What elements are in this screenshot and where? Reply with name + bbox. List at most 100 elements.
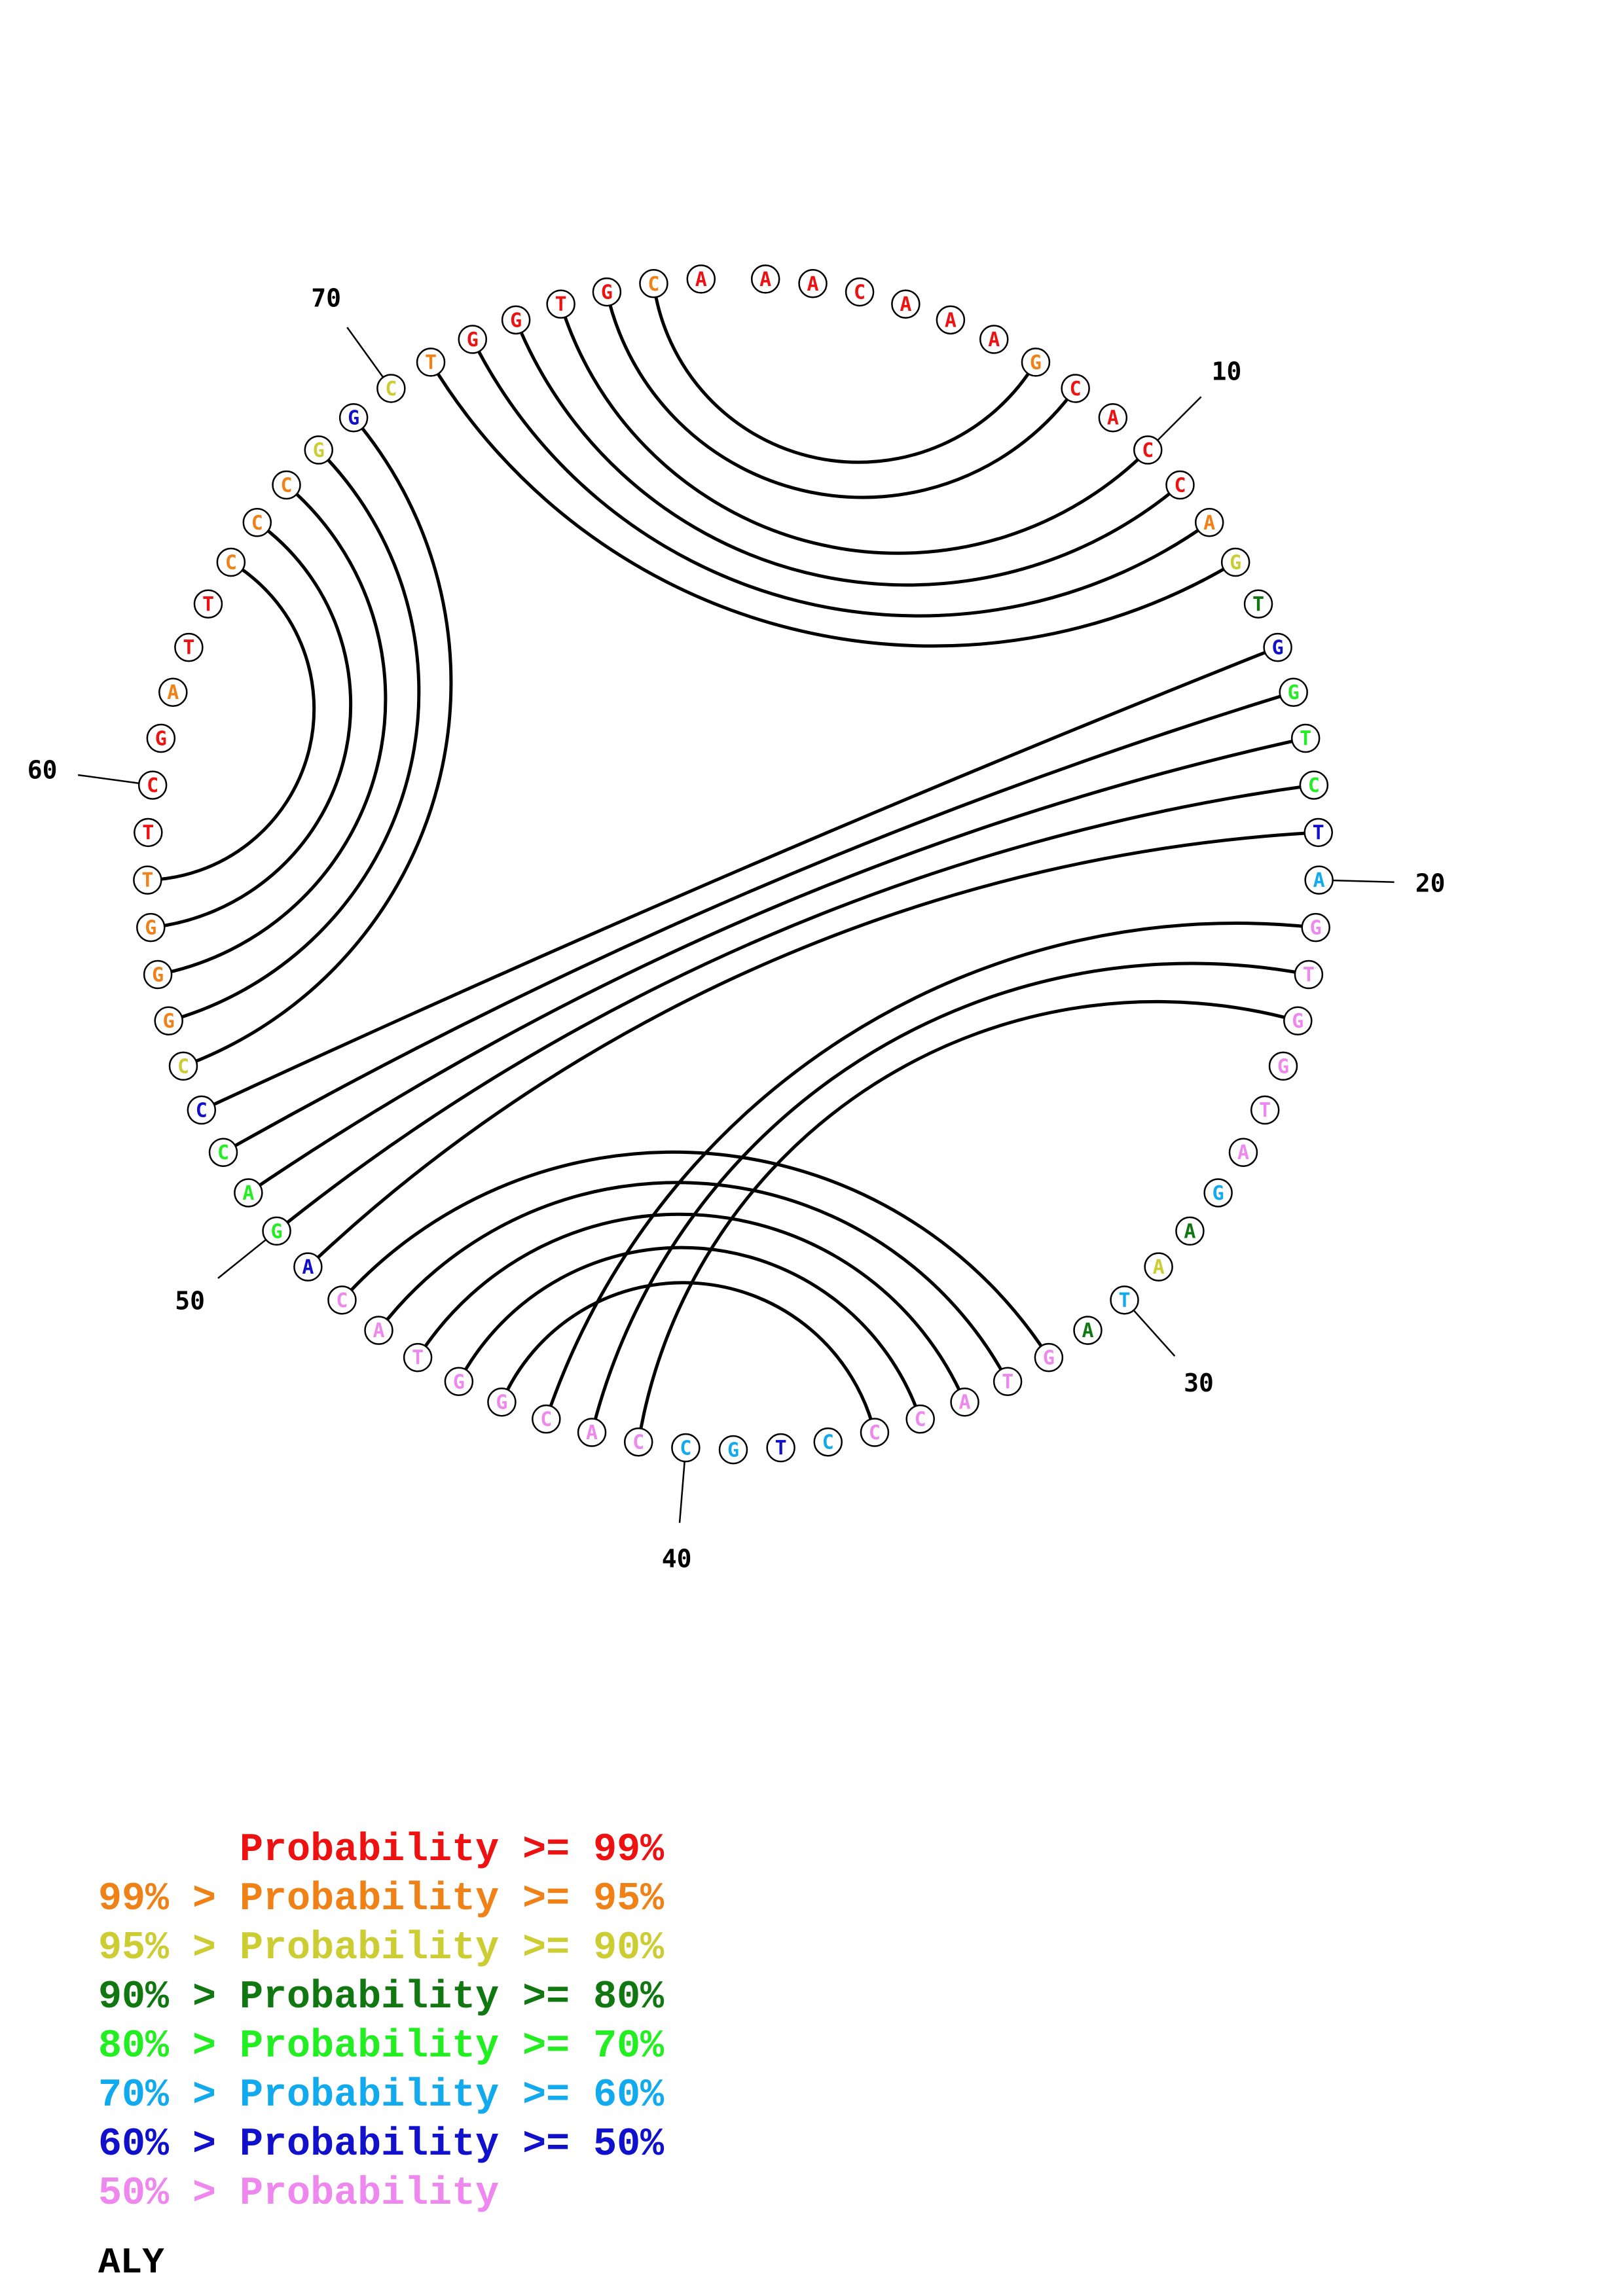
nucleotide-letter-27: G xyxy=(1213,1182,1224,1205)
nucleotide-letter-68: G xyxy=(313,439,325,462)
nucleotide-circle-17 xyxy=(1290,723,1321,753)
base-pair-arc-36-44 xyxy=(500,1281,877,1433)
legend-probability-word: Probability xyxy=(240,1926,500,1971)
nucleotide-circle-41 xyxy=(623,1427,653,1457)
nucleotide-circle-70 xyxy=(376,374,406,403)
nucleotide-6: A xyxy=(979,325,1009,354)
legend-prefix: 50% > xyxy=(98,2172,240,2216)
legend-row-3: 95% > Probability >= 90% xyxy=(98,1924,884,1973)
nucleotide-letter-67: C xyxy=(280,475,292,497)
nucleotide-4: A xyxy=(891,289,921,319)
tick-line-70 xyxy=(346,327,384,378)
base-pair-arc-22-42 xyxy=(590,961,1309,1433)
position-tick-labels: 10 20 30 40 50 60 70 xyxy=(27,283,1446,1573)
nucleotide-53: C xyxy=(187,1095,217,1125)
legend-prefix: 60% > xyxy=(98,2123,240,2167)
nucleotide-circle-57 xyxy=(136,912,166,942)
base-pair-arc-17-51 xyxy=(247,736,1306,1194)
nucleotide-letter-11: C xyxy=(1174,475,1186,497)
nucleotide-73: G xyxy=(501,305,531,335)
nucleotide-letter-52: C xyxy=(217,1141,229,1164)
nucleotide-letter-64: T xyxy=(202,593,214,616)
nucleotide-letter-26: A xyxy=(1237,1141,1249,1164)
tick-label-10: 10 xyxy=(1212,357,1242,386)
nucleotide-16: G xyxy=(1279,677,1308,707)
legend-threshold: >= 70% xyxy=(499,2024,665,2069)
nucleotide-letter-15: G xyxy=(1272,637,1284,660)
nucleotide-40: C xyxy=(671,1433,701,1463)
legend-threshold: >= 95% xyxy=(499,1877,665,1922)
nucleotide-letter-57: G xyxy=(145,917,156,940)
nucleotide-circle-68 xyxy=(304,435,333,465)
nucleotide-54: C xyxy=(168,1051,198,1081)
structure-name-label: ALY xyxy=(98,2242,164,2284)
nucleotide-circle-52 xyxy=(208,1138,238,1167)
nucleotide-letter-12: A xyxy=(1203,512,1215,535)
tick-label-20: 20 xyxy=(1415,869,1446,897)
nucleotide-circle-8 xyxy=(1061,374,1090,403)
nucleotide-letter-36: C xyxy=(869,1422,881,1444)
nucleotide-circle-32 xyxy=(1034,1342,1064,1372)
base-pair-arc-34-46 xyxy=(416,1212,966,1403)
legend-prefix: 70% > xyxy=(98,2073,240,2118)
base-pair-arc-8-75 xyxy=(605,291,1077,499)
nucleotide-letter-65: C xyxy=(225,552,237,575)
base-pair-arc-13-71 xyxy=(429,361,1237,648)
nucleotide-75: G xyxy=(592,277,622,307)
tick-label-50: 50 xyxy=(175,1286,205,1315)
nucleotide-letter-70: C xyxy=(385,378,397,401)
nucleotide-circle-36 xyxy=(860,1418,890,1447)
nucleotide-36: C xyxy=(860,1418,890,1447)
probability-legend: Probability >= 99% 99% > Probability >= 9… xyxy=(98,1826,884,2219)
nucleotide-circle-33 xyxy=(993,1367,1023,1397)
nucleotide-71: T xyxy=(416,348,446,377)
nucleotide-letter-2: A xyxy=(807,273,819,296)
nucleotide-circle-58 xyxy=(133,865,162,895)
nucleotide-circle-27 xyxy=(1203,1178,1233,1208)
nucleotide-letter-9: A xyxy=(1107,407,1119,430)
nucleotide-37: C xyxy=(813,1427,843,1457)
nucleotide-circle-54 xyxy=(168,1051,198,1081)
nucleotide-32: G xyxy=(1034,1342,1064,1372)
base-pair-arc-33-47 xyxy=(377,1181,1010,1382)
nucleotide-letter-39: G xyxy=(727,1439,739,1462)
legend-probability-word: Probability xyxy=(240,1975,500,2020)
tick-label-30: 30 xyxy=(1184,1369,1214,1397)
nucleotide-29: A xyxy=(1144,1252,1173,1282)
nucleotide-65: C xyxy=(216,547,246,577)
nucleotide-letter-40: C xyxy=(680,1437,691,1460)
nucleotide-circle-31 xyxy=(1073,1316,1103,1345)
nucleotide-44: G xyxy=(487,1387,517,1417)
nucleotide-circle-34 xyxy=(950,1387,979,1417)
nucleotide-52: C xyxy=(208,1138,238,1167)
nucleotide-letter-23: G xyxy=(1292,1010,1304,1033)
base-pair-arc-19-49 xyxy=(306,831,1319,1268)
nucleotide-circle-61 xyxy=(146,723,176,753)
nucleotide-circle-40 xyxy=(671,1433,701,1463)
nucleotide-circle-66 xyxy=(242,508,272,537)
nucleotide-circle-56 xyxy=(143,960,173,990)
nucleotide-77: A xyxy=(686,264,716,294)
nucleotide-13: G xyxy=(1220,547,1250,577)
nucleotide-45: G xyxy=(444,1367,474,1397)
base-pair-arc-16-52 xyxy=(222,691,1294,1154)
nucleotide-55: G xyxy=(154,1006,183,1035)
nucleotide-39: G xyxy=(718,1435,748,1465)
tick-line-50 xyxy=(217,1239,266,1279)
nucleotide-letter-21: G xyxy=(1310,917,1322,940)
nucleotide-letter-51: A xyxy=(242,1182,254,1205)
nucleotide-circle-35 xyxy=(905,1404,935,1434)
nucleotide-circle-55 xyxy=(154,1006,183,1035)
nucleotide-circle-72 xyxy=(458,325,488,354)
nucleotide-letter-31: A xyxy=(1082,1319,1093,1342)
nucleotide-47: A xyxy=(364,1316,393,1345)
nucleotide-7: G xyxy=(1021,348,1051,377)
legend-probability-word: Probability xyxy=(240,2073,500,2118)
nucleotide-circle-5 xyxy=(936,305,966,335)
tick-line-60 xyxy=(78,774,139,784)
nucleotide-10: C xyxy=(1133,435,1163,465)
nucleotide-letter-48: C xyxy=(336,1289,348,1312)
nucleotide-9: A xyxy=(1098,403,1128,433)
legend-prefix: 80% > xyxy=(98,2024,240,2069)
nucleotide-circle-3 xyxy=(845,277,875,307)
